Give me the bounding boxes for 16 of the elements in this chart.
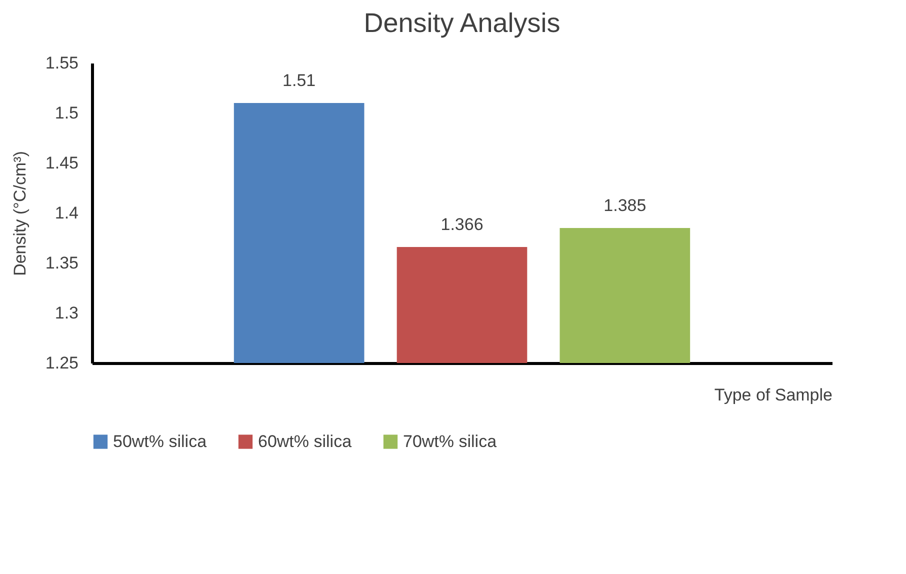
y-tick-label: 1.45 — [45, 154, 78, 172]
y-tick-label: 1.55 — [45, 54, 78, 72]
y-tick-label: 1.4 — [54, 204, 78, 222]
y-tick-label: 1.3 — [54, 304, 78, 322]
y-tick-label: 1.35 — [45, 254, 78, 272]
legend-label: 50wt% silica — [113, 432, 208, 451]
legend-label: 70wt% silica — [403, 432, 498, 451]
y-tick-label: 1.25 — [45, 354, 78, 372]
data-label: 1.51 — [282, 71, 316, 90]
x-axis-title: Type of Sample — [714, 386, 832, 404]
legend-label: 60wt% silica — [258, 432, 352, 451]
chart-title: Density Analysis — [364, 8, 560, 38]
data-label: 1.366 — [440, 215, 484, 234]
data-label: 1.385 — [604, 196, 646, 215]
y-axis-title: Density (°C/cm³) — [10, 151, 30, 276]
y-tick-label: 1.5 — [54, 104, 78, 122]
